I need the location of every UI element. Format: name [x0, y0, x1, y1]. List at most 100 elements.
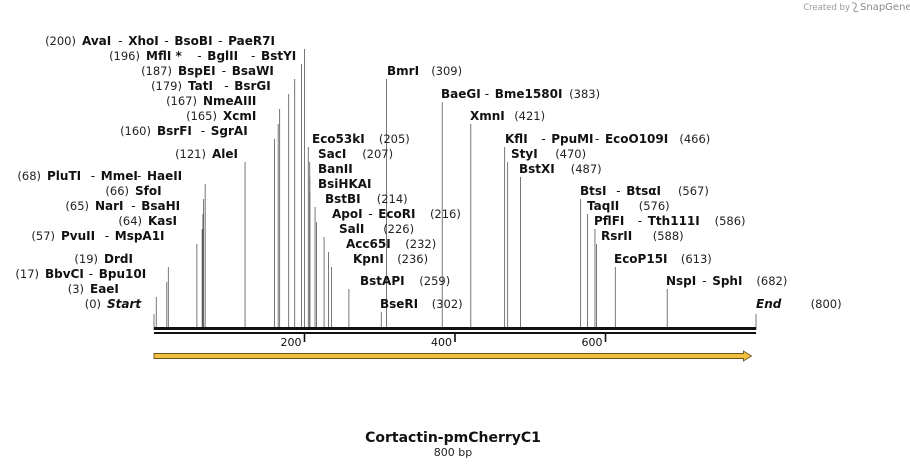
site-label-row[interactable]: (64) KasI [118, 214, 177, 228]
site-label-row[interactable]: SacI (207) [318, 147, 393, 161]
enzyme-name[interactable]: MspA1I [115, 229, 165, 243]
enzyme-name[interactable]: SfoI [135, 184, 162, 198]
enzyme-name[interactable]: KasI [148, 214, 177, 228]
enzyme-name[interactable]: SgrAI [211, 124, 248, 138]
enzyme-name[interactable]: BseRI [380, 297, 418, 311]
site-label-row[interactable]: (179) TatI - BsrGI [151, 79, 271, 93]
site-label-row[interactable]: BstBI (214) [325, 192, 408, 206]
site-label-row[interactable]: SalI (226) [339, 222, 414, 236]
enzyme-name[interactable]: PluTI [47, 169, 81, 183]
enzyme-name[interactable]: DrdI [104, 252, 133, 266]
enzyme-name[interactable]: StyI [511, 147, 538, 161]
enzyme-name[interactable]: EcoRI [378, 207, 415, 221]
enzyme-name[interactable]: BstYI [261, 49, 296, 63]
site-label-row[interactable]: KpnI (236) [353, 252, 428, 266]
enzyme-name[interactable]: Eco53kI [312, 132, 365, 146]
enzyme-name[interactable]: MmeI [101, 169, 138, 183]
enzyme-name[interactable]: SacI [318, 147, 346, 161]
enzyme-name[interactable]: HaeII [147, 169, 182, 183]
site-label-row[interactable]: (187) BspEI - BsaWI [141, 64, 274, 78]
enzyme-name[interactable]: Tth111I [648, 214, 700, 228]
enzyme-name[interactable]: AvaI [82, 34, 111, 48]
enzyme-name[interactable]: KflI [505, 132, 528, 146]
site-label-row[interactable]: ApoI - EcoRI (216) [332, 207, 461, 221]
enzyme-name[interactable]: BstBI [325, 192, 361, 206]
enzyme-name[interactable]: NspI [666, 274, 696, 288]
enzyme-name[interactable]: EcoO109I [605, 132, 668, 146]
enzyme-name[interactable]: BsrFI [157, 124, 192, 138]
site-label-row[interactable]: EcoP15I (613) [614, 252, 712, 266]
site-label-row[interactable]: Eco53kI (205) [312, 132, 410, 146]
site-label-row[interactable]: Acc65I (232) [346, 237, 436, 251]
site-label-row[interactable]: End (800) [756, 297, 842, 311]
site-label-row[interactable]: (0) Start [85, 297, 143, 311]
enzyme-name[interactable]: BsaWI [232, 64, 274, 78]
site-label-row[interactable]: NspI - SphI (682) [666, 274, 787, 288]
enzyme-name[interactable]: BtsI [580, 184, 607, 198]
site-label-row[interactable]: BtsI - BtsαI (567) [580, 184, 709, 198]
site-label-row[interactable]: (57) PvuII - MspA1I [31, 229, 164, 243]
enzyme-name[interactable]: BmrI [387, 64, 419, 78]
site-label-row[interactable]: (200) AvaI - XhoI - BsoBI - PaeR7I [45, 34, 275, 48]
site-label-row[interactable]: TaqII (576) [587, 199, 670, 213]
site-label-row[interactable]: (196) MflI * - BglII - BstYI [109, 49, 296, 63]
enzyme-name[interactable]: TatI [188, 79, 213, 93]
enzyme-name[interactable]: Bpu10I [99, 267, 146, 281]
site-label-row[interactable]: XmnI (421) [470, 109, 545, 123]
enzyme-name[interactable]: BsiHKAI [318, 177, 372, 191]
enzyme-name[interactable]: Start [107, 297, 142, 311]
enzyme-name[interactable]: BanII [318, 162, 353, 176]
enzyme-name[interactable]: BstXI [519, 162, 555, 176]
enzyme-name[interactable]: NmeAIII [203, 94, 256, 108]
enzyme-name[interactable]: PflFI [594, 214, 624, 228]
enzyme-name[interactable]: XmnI [470, 109, 505, 123]
enzyme-name[interactable]: BsrGI [234, 79, 271, 93]
site-label-row[interactable]: (160) BsrFI - SgrAI [120, 124, 248, 138]
site-label-row[interactable]: BmrI (309) [387, 64, 462, 78]
site-label-row[interactable]: (165) XcmI [186, 109, 256, 123]
enzyme-name[interactable]: Acc65I [346, 237, 391, 251]
site-label-row[interactable]: RsrII (588) [601, 229, 684, 243]
enzyme-name[interactable]: BbvCI [45, 267, 84, 281]
site-label-row[interactable]: BseRI (302) [380, 297, 463, 311]
enzyme-name[interactable]: AleI [212, 147, 238, 161]
enzyme-name[interactable]: SphI [712, 274, 742, 288]
site-label-row[interactable]: (66) SfoI [105, 184, 161, 198]
enzyme-name[interactable]: RsrII [601, 229, 632, 243]
site-label-row[interactable]: (167) NmeAIII [166, 94, 256, 108]
site-label-row[interactable]: PflFI - Tth111I (586) [594, 214, 746, 228]
enzyme-name[interactable]: PvuII [61, 229, 95, 243]
enzyme-name[interactable]: BsaHI [141, 199, 180, 213]
site-label-row[interactable]: (19) DrdI [74, 252, 133, 266]
enzyme-name[interactable]: PpuMI [551, 132, 593, 146]
enzyme-name[interactable]: SalI [339, 222, 364, 236]
enzyme-name[interactable]: End [756, 297, 782, 311]
feature-arrow[interactable] [153, 350, 753, 362]
enzyme-name[interactable]: MflI * [146, 49, 182, 63]
enzyme-name[interactable]: BtsαI [626, 184, 661, 198]
enzyme-name[interactable]: XcmI [223, 109, 256, 123]
enzyme-name[interactable]: PaeR7I [228, 34, 275, 48]
site-label-row[interactable]: (121) AleI [175, 147, 238, 161]
site-label-row[interactable]: (3) EaeI [68, 282, 119, 296]
enzyme-name[interactable]: BspEI [178, 64, 216, 78]
enzyme-name[interactable]: NarI [95, 199, 124, 213]
enzyme-name[interactable]: BsoBI [174, 34, 212, 48]
site-label-row[interactable]: (65) NarI - BsaHI [65, 199, 180, 213]
enzyme-name[interactable]: BaeGI [441, 87, 481, 101]
feature-arrow-shape[interactable] [153, 350, 753, 362]
site-label-row[interactable]: BstAPI (259) [360, 274, 450, 288]
site-label-row[interactable]: BsiHKAI [318, 177, 372, 191]
enzyme-name[interactable]: EaeI [90, 282, 119, 296]
site-label-row[interactable]: BaeGI - Bme1580I (383) [441, 87, 600, 101]
enzyme-name[interactable]: XhoI [128, 34, 159, 48]
site-label-row[interactable]: BstXI (487) [519, 162, 602, 176]
site-label-row[interactable]: BanII [318, 162, 353, 176]
site-label-row[interactable]: (17) BbvCI - Bpu10I [15, 267, 146, 281]
site-label-row[interactable]: KflI - PpuMI - EcoO109I (466) [505, 132, 710, 146]
enzyme-name[interactable]: BstAPI [360, 274, 405, 288]
enzyme-name[interactable]: EcoP15I [614, 252, 668, 266]
enzyme-name[interactable]: ApoI [332, 207, 363, 221]
enzyme-name[interactable]: BglII [207, 49, 238, 63]
enzyme-name[interactable]: KpnI [353, 252, 384, 266]
